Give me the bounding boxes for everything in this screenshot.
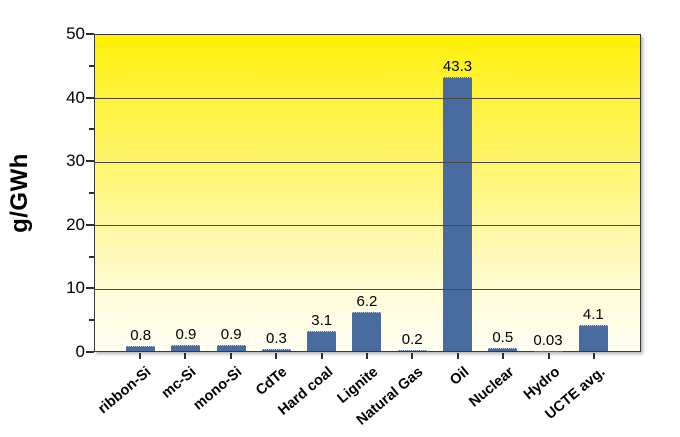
bar-value-label: 0.9 bbox=[175, 326, 197, 344]
y-tick-label-0: 0 bbox=[75, 342, 85, 361]
x-tick-9 bbox=[547, 353, 550, 359]
x-tick-4 bbox=[320, 353, 323, 359]
x-category-label-oil: Oil bbox=[447, 364, 473, 389]
y-tick-label-30: 30 bbox=[66, 151, 85, 171]
y-minor-tick-45 bbox=[89, 64, 94, 67]
gridline-y40 bbox=[95, 98, 640, 100]
bar-slot-hydro: 0.03 bbox=[525, 35, 570, 351]
y-minor-tick-5 bbox=[89, 319, 94, 322]
bar bbox=[307, 331, 337, 351]
bar bbox=[578, 325, 608, 351]
x-tick-3 bbox=[275, 353, 278, 359]
x-category-label-ribbon-si: ribbon-Si bbox=[94, 364, 155, 418]
y-major-tick-30 bbox=[86, 160, 94, 163]
bar-slot-oil: 43.3 bbox=[435, 35, 480, 351]
bars-row: 0.8 0.9 0.9 0.3 3.1 6.2 0.2 43.3 0.5 0.03 4.1 bbox=[95, 35, 640, 351]
y-minor-tick-15 bbox=[89, 255, 94, 258]
bar bbox=[352, 311, 382, 351]
y-major-tick-50 bbox=[86, 33, 94, 35]
bar bbox=[397, 349, 427, 351]
bar-value-label: 0.9 bbox=[220, 326, 242, 344]
x-category-label-mono-si: mono-Si bbox=[190, 364, 245, 414]
bar bbox=[488, 347, 518, 351]
y-major-tick-10 bbox=[86, 287, 94, 290]
x-tick-10 bbox=[593, 353, 596, 359]
y-minor-tick-35 bbox=[89, 128, 94, 131]
y-major-tick-20 bbox=[86, 223, 94, 226]
x-tick-0 bbox=[138, 353, 141, 359]
bar-value-label: 0.2 bbox=[401, 330, 423, 348]
x-category-label-mc-si: mc-Si bbox=[158, 364, 200, 402]
plot-area: 0.8 0.9 0.9 0.3 3.1 6.2 0.2 43.3 0.5 0.03 4.1 bbox=[94, 34, 641, 352]
bar-value-label: 0.3 bbox=[266, 330, 287, 348]
y-minor-tick-25 bbox=[89, 192, 94, 194]
y-tick-label-10: 10 bbox=[66, 278, 85, 298]
x-tick-6 bbox=[411, 353, 414, 359]
bar-value-label: 3.1 bbox=[311, 312, 333, 330]
bar-slot-ucte-avg-: 4.1 bbox=[571, 35, 616, 351]
x-tick-8 bbox=[502, 353, 505, 359]
bar-value-label: 4.1 bbox=[582, 306, 604, 324]
x-category-label-cdte: CdTe bbox=[253, 364, 291, 399]
bar-slot-lignite: 6.2 bbox=[344, 35, 389, 351]
x-tick-5 bbox=[366, 353, 368, 359]
bar-slot-ribbon-si: 0.8 bbox=[118, 35, 163, 351]
bar bbox=[216, 345, 246, 351]
bar-value-label: 6.2 bbox=[356, 292, 378, 310]
y-tick-label-40: 40 bbox=[66, 87, 85, 107]
bar bbox=[442, 77, 472, 351]
y-tick-label-20: 20 bbox=[66, 214, 85, 234]
y-tick-label-50: 50 bbox=[66, 24, 85, 43]
bar-value-label: 0.5 bbox=[492, 328, 514, 346]
x-category-label-nuclear: Nuclear bbox=[466, 364, 518, 411]
bar-slot-mono-si: 0.9 bbox=[209, 35, 254, 351]
x-tick-7 bbox=[456, 353, 459, 359]
gridline-y30 bbox=[95, 161, 640, 163]
bar-slot-hard-coal: 3.1 bbox=[299, 35, 344, 351]
bar-slot-cdte: 0.3 bbox=[254, 35, 299, 351]
y-major-tick-40 bbox=[86, 96, 94, 99]
x-tick-2 bbox=[229, 353, 232, 359]
y-major-tick-0 bbox=[86, 351, 94, 353]
gridline-y10 bbox=[95, 288, 640, 290]
gridline-y20 bbox=[95, 225, 640, 227]
y-axis-title: g/GWh bbox=[6, 153, 33, 233]
bar bbox=[171, 345, 201, 351]
bar bbox=[126, 345, 156, 351]
bar-slot-natural-gas: 0.2 bbox=[390, 35, 435, 351]
bar-value-label: 0.8 bbox=[130, 326, 152, 344]
x-tick-1 bbox=[184, 353, 187, 359]
bar-slot-mc-si: 0.9 bbox=[163, 35, 208, 351]
bar bbox=[261, 349, 291, 351]
bar-value-label: 0.03 bbox=[533, 331, 563, 349]
bar-value-label: 43.3 bbox=[442, 58, 473, 76]
bar-slot-nuclear: 0.5 bbox=[480, 35, 525, 351]
